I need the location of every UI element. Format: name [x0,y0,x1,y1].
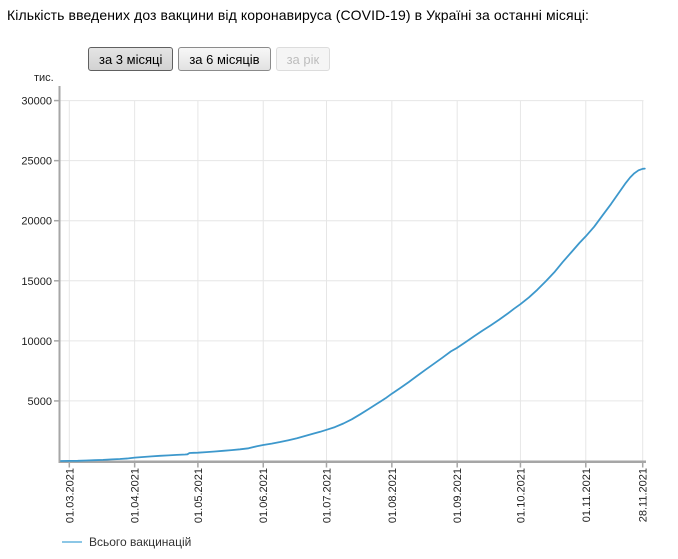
x-tick-label: 01.06.2021 [258,468,270,523]
range-button-6-months[interactable]: за 6 місяців [178,47,271,71]
range-button-year: за рік [275,47,331,71]
y-tick-label: 15000 [21,276,52,288]
range-buttons: за 3 місяці за 6 місяців за рік [88,47,331,71]
y-tick-label: 5000 [28,396,52,408]
y-tick-label: 30000 [21,96,52,108]
x-tick-label: 28.11.2021 [638,468,650,522]
y-tick-label: 25000 [21,156,52,168]
x-tick-label: 01.05.2021 [193,468,205,523]
legend: Всього вакцинацій [62,534,191,550]
x-tick-label: 01.04.2021 [130,468,142,523]
series-line-icon [62,541,82,543]
x-tick-label: 01.11.2021 [581,468,593,522]
x-tick-label: 01.08.2021 [387,468,399,523]
y-axis-unit-label: тис. [34,72,54,84]
y-tick-label: 20000 [21,216,52,228]
x-tick-label: 01.10.2021 [515,468,527,523]
y-tick-label: 10000 [21,336,52,348]
page-title: Кількість введених доз вакцини від корон… [7,7,590,23]
range-button-3-months[interactable]: за 3 місяці [88,47,174,71]
legend-series-label: Всього вакцинацій [89,535,192,549]
series-polyline [60,167,646,462]
x-tick-label: 01.07.2021 [321,468,333,523]
x-tick-label: 01.09.2021 [452,468,464,523]
x-tick-label: 01.03.2021 [64,468,76,523]
